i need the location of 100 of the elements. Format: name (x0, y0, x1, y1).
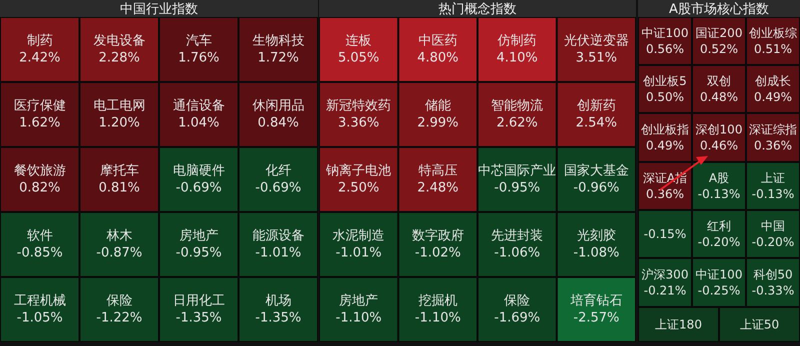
category-label: 发电设备 (93, 34, 146, 48)
category-label: 创新药 (576, 98, 616, 114)
data-label: 0.82% (19, 180, 60, 196)
data-label: 0.84% (258, 116, 299, 130)
data-label: 2.42% (19, 50, 60, 66)
category-label: 中国 (761, 219, 785, 233)
data-label: 1.62% (19, 116, 60, 130)
category-label: 连板 (346, 34, 372, 48)
category-label: 红利 (707, 219, 731, 233)
data-label: 2.48% (417, 180, 459, 196)
category-label: 国家大基金 (564, 162, 629, 178)
category-label: 光伏逆变器 (564, 34, 629, 48)
data-label: 3.51% (576, 50, 618, 66)
category-label: 水泥制造 (332, 228, 385, 244)
data-label: -1.10% (336, 310, 382, 326)
category-label: 科创50 (753, 268, 793, 282)
category-label: 机场 (265, 294, 292, 308)
data-label: -1.06% (494, 246, 540, 260)
data-label: -0.85% (16, 246, 63, 260)
category-label: 上证180 (655, 318, 702, 332)
data-label: 0.49% (754, 90, 792, 104)
category-label: 保险 (106, 294, 132, 308)
category-label: 沪深300 (642, 268, 688, 282)
data-label: 0.36% (754, 138, 792, 152)
data-label: -0.33% (752, 284, 794, 298)
data-label: -0.15% (644, 227, 686, 241)
category-label: 汽车 (186, 34, 212, 48)
category-label: 生物科技 (252, 34, 304, 48)
data-label: 0.49% (646, 138, 684, 152)
data-label: -1.08% (573, 246, 620, 260)
category-label: 创业板5 (643, 74, 687, 88)
data-label: -1.02% (414, 246, 461, 260)
category-label: 双创 (707, 74, 731, 88)
data-label: -0.20% (752, 235, 794, 249)
category-label: 休闲用品 (252, 98, 304, 114)
data-label: -0.21% (644, 284, 686, 298)
category-label: 保险 (504, 294, 530, 308)
category-label: 先进封装 (491, 228, 544, 244)
category-label: 日用化工 (172, 294, 225, 308)
data-label: -1.01% (255, 246, 302, 260)
category-label: 挖掘机 (418, 294, 458, 308)
category-label: 上证50 (740, 318, 780, 332)
data-label: -0.69% (255, 180, 302, 196)
category-label: 新冠特效药 (326, 98, 392, 114)
data-label: 4.10% (496, 50, 538, 66)
category-label: 中医药 (418, 34, 458, 48)
category-label: 特高压 (418, 162, 458, 178)
data-label: 0.50% (646, 90, 684, 104)
data-label: 2.62% (496, 116, 538, 130)
data-label: 0.48% (700, 90, 738, 104)
data-label: 1.76% (178, 50, 220, 66)
category-label: 数字政府 (412, 228, 464, 244)
category-label: 通信设备 (172, 98, 225, 114)
data-label: 2.50% (338, 180, 380, 196)
data-label: -1.35% (176, 310, 222, 326)
data-label: -0.96% (573, 180, 620, 196)
data-label: -2.57% (573, 310, 620, 326)
category-label: 中证100 (642, 26, 688, 40)
data-label: -0.95% (494, 180, 540, 196)
category-label: 化纤 (265, 164, 292, 178)
data-label: -0.87% (96, 246, 142, 260)
category-label: 仿制药 (496, 34, 537, 48)
category-label: 电工电网 (93, 98, 146, 114)
data-label: -1.22% (96, 310, 142, 326)
data-label: -1.35% (255, 310, 302, 326)
category-label: 上证 (761, 171, 785, 185)
category-label: 摩托车 (100, 164, 139, 178)
category-label: 中证100 (696, 268, 742, 282)
data-label: 2.28% (98, 50, 140, 66)
data-label: -1.69% (494, 310, 540, 326)
data-label: -0.13% (698, 187, 740, 201)
category-label: 培育钻石 (569, 292, 622, 308)
data-label: 1.20% (98, 116, 140, 130)
category-label: A股 (708, 171, 730, 185)
data-label: -0.25% (698, 284, 740, 298)
data-label: 0.51% (754, 42, 792, 56)
category-label: 医疗保健 (14, 98, 66, 114)
data-label: 1.04% (178, 116, 220, 130)
category-label: 房地产 (339, 292, 378, 308)
data-label: 3.36% (338, 116, 380, 130)
category-label: 餐饮旅游 (14, 164, 66, 178)
data-label: -0.20% (698, 235, 740, 249)
category-label: 工程机械 (14, 294, 66, 308)
data-label: 5.05% (338, 50, 380, 66)
category-label: 创业板指 (641, 122, 689, 136)
category-label: 国证200 (696, 26, 742, 40)
data-label: -0.13% (752, 187, 794, 201)
category-label: 创业板综 (749, 26, 797, 40)
data-label: -0.95% (176, 246, 222, 260)
data-label: 0.46% (700, 138, 738, 152)
data-label: 0.36% (646, 187, 684, 201)
data-label: 4.80% (417, 50, 459, 66)
category-label: 房地产 (179, 228, 218, 244)
category-label: 能源设备 (252, 228, 304, 244)
data-label: 2.54% (576, 116, 618, 130)
category-label: 创成长 (755, 74, 791, 88)
text: 中国行业指数 (120, 2, 198, 17)
data-label: 2.99% (417, 116, 459, 130)
category-label: 电脑硬件 (172, 164, 225, 178)
category-label: 智能物流 (491, 98, 544, 114)
